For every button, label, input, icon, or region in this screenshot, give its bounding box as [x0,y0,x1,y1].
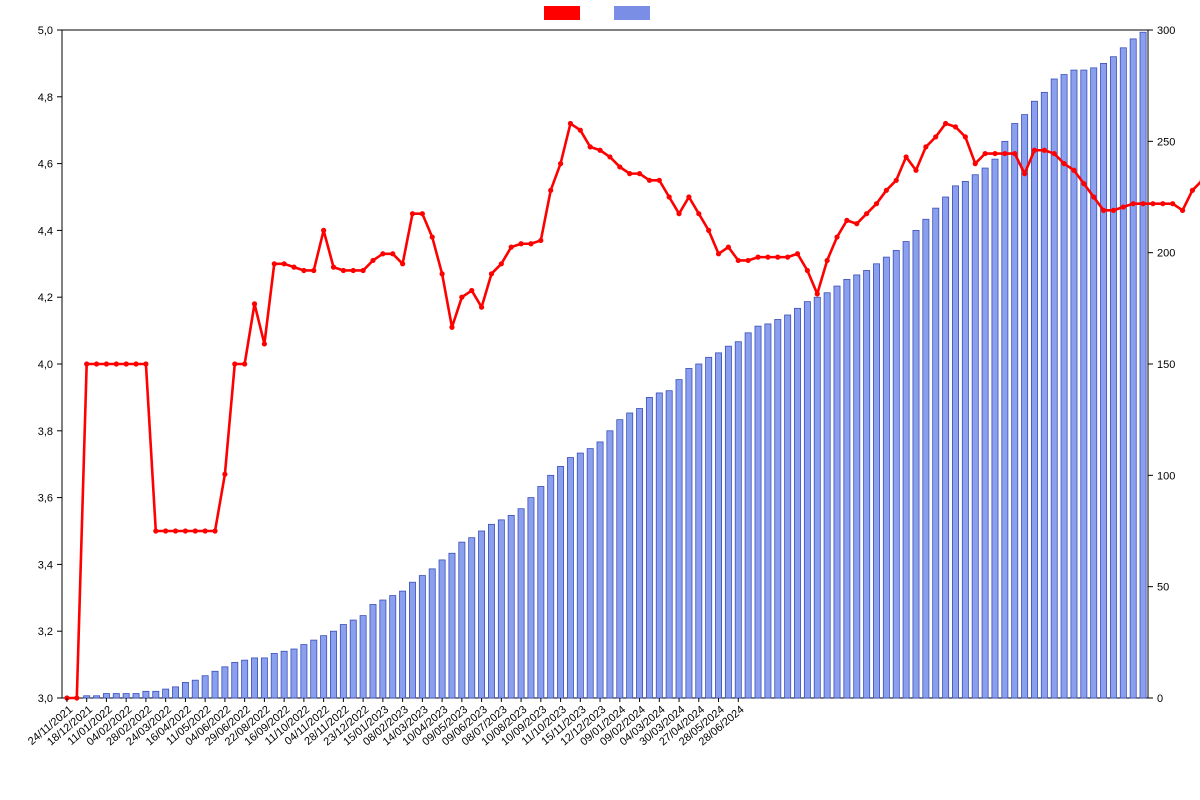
legend-swatch-bar [614,6,650,20]
chart-svg: 3,0 3,2 3,4 3,6 3,8 4,0 4,2 4,4 4,6 4,8 5,0 0 50 100 1… [0,0,1200,800]
svg-text:200: 200 [1157,248,1175,260]
svg-text:3,2: 3,2 [38,626,53,638]
dual-axis-chart: 3,0 3,2 3,4 3,6 3,8 4,0 4,2 4,4 4,6 4,8 5,0 0 50 100 1… [0,0,1200,800]
svg-text:300: 300 [1157,25,1175,37]
svg-text:4,2: 4,2 [38,292,53,304]
svg-text:4,6: 4,6 [38,159,53,171]
svg-text:4,8: 4,8 [38,92,53,104]
svg-text:5,0: 5,0 [38,25,53,37]
svg-text:3,0: 3,0 [38,693,53,705]
legend-swatch-line [544,6,580,20]
legend-item-line [544,6,586,20]
svg-text:0: 0 [1157,693,1163,705]
svg-text:100: 100 [1157,470,1175,482]
legend-item-bar [614,6,656,20]
legend [0,6,1200,20]
svg-text:4,4: 4,4 [38,225,53,237]
svg-text:3,4: 3,4 [38,559,53,571]
svg-text:50: 50 [1157,582,1169,594]
svg-text:250: 250 [1157,136,1175,148]
svg-text:150: 150 [1157,359,1175,371]
svg-text:4,0: 4,0 [38,359,53,371]
svg-text:3,6: 3,6 [38,493,53,505]
svg-text:3,8: 3,8 [38,426,53,438]
